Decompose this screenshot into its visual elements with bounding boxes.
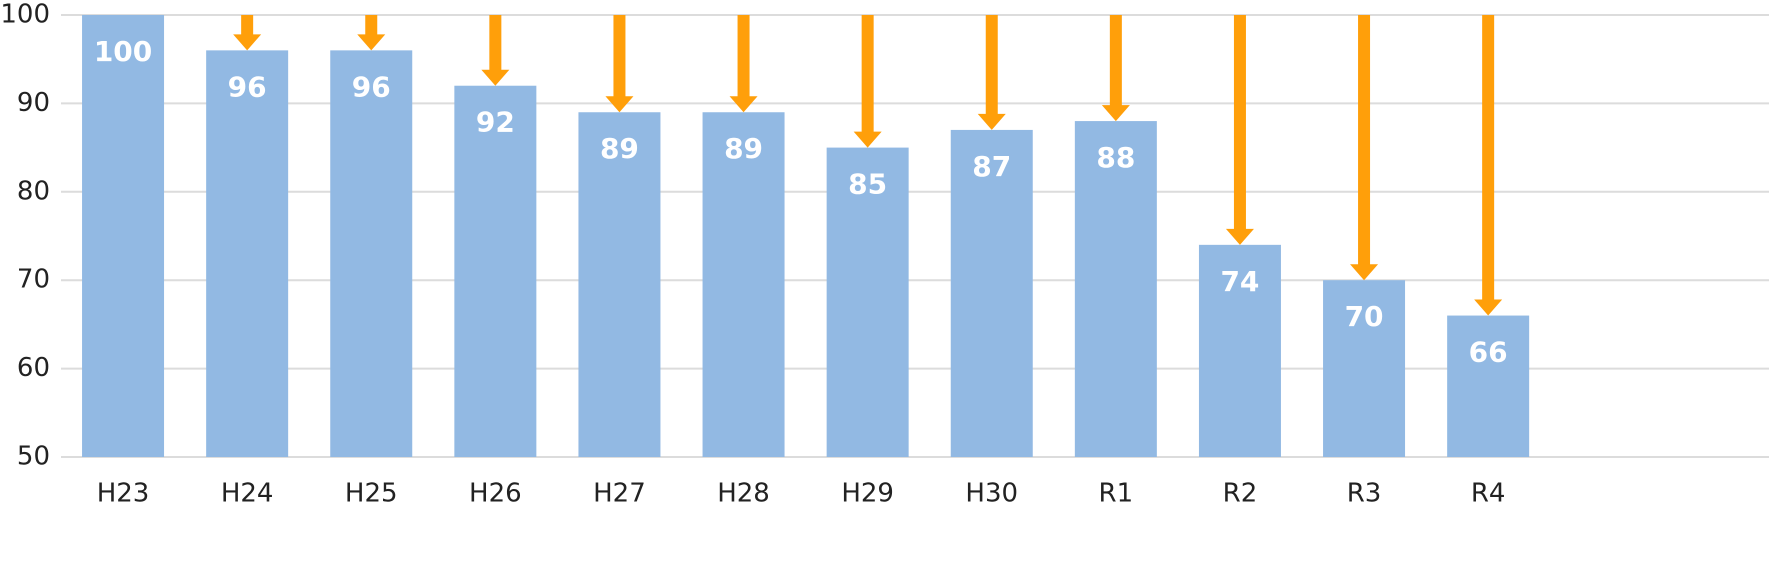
value-label: 87 <box>972 150 1011 183</box>
x-tick-label: H30 <box>965 479 1018 509</box>
arrow <box>233 15 262 51</box>
value-label: 96 <box>352 70 391 103</box>
arrow <box>1225 15 1254 245</box>
arrow <box>853 15 882 148</box>
value-label: 85 <box>848 168 887 201</box>
arrow <box>729 15 758 113</box>
arrow <box>357 15 386 51</box>
bar <box>82 15 165 457</box>
y-tick-label: 100 <box>0 0 50 30</box>
x-tick-label: R3 <box>1347 479 1382 509</box>
x-tick-label: H23 <box>97 479 150 509</box>
bar <box>1198 244 1281 457</box>
value-label: 89 <box>724 132 763 165</box>
bar <box>206 50 289 458</box>
y-tick-label: 60 <box>17 353 50 383</box>
bar <box>826 147 909 457</box>
arrow <box>481 15 510 86</box>
bar <box>1447 315 1530 457</box>
y-tick-label: 70 <box>17 265 50 295</box>
y-tick-label: 90 <box>17 88 50 118</box>
value-label: 66 <box>1469 336 1508 369</box>
x-tick-label: H25 <box>345 479 398 509</box>
value-label: 74 <box>1220 265 1259 298</box>
bar <box>330 50 413 458</box>
y-tick-label: 80 <box>17 176 50 206</box>
x-tick-label: H26 <box>469 479 522 509</box>
value-label: 88 <box>1096 141 1135 174</box>
value-label: 89 <box>600 132 639 165</box>
bar <box>702 112 785 458</box>
bar <box>1323 280 1406 457</box>
arrow <box>605 15 634 113</box>
y-tick-label: 50 <box>17 442 50 472</box>
x-tick-label: R1 <box>1099 479 1134 509</box>
bar <box>578 112 661 458</box>
x-tick-label: H27 <box>593 479 646 509</box>
bar <box>1074 121 1157 457</box>
arrow <box>1474 15 1503 316</box>
bar <box>454 85 537 457</box>
x-tick-label: H28 <box>717 479 770 509</box>
value-label: 70 <box>1345 300 1384 333</box>
bar <box>950 129 1033 458</box>
x-tick-label: R2 <box>1223 479 1258 509</box>
arrow <box>977 15 1006 130</box>
value-label: 92 <box>476 106 515 139</box>
x-tick-label: R4 <box>1471 479 1506 509</box>
arrow <box>1350 15 1379 281</box>
x-tick-label: H24 <box>221 479 274 509</box>
x-tick-label: H29 <box>841 479 894 509</box>
arrow <box>1101 15 1130 122</box>
value-label: 100 <box>94 35 152 68</box>
value-label: 96 <box>228 70 267 103</box>
